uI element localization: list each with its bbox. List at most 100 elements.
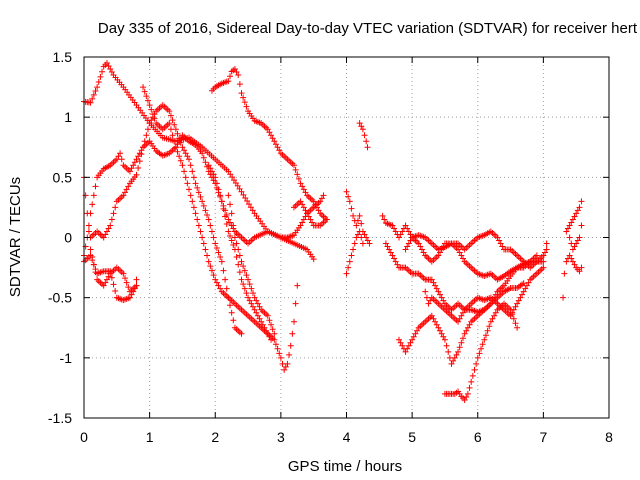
data-point bbox=[136, 158, 143, 165]
data-point bbox=[194, 184, 201, 191]
data-point bbox=[542, 249, 549, 256]
data-point bbox=[397, 339, 404, 346]
data-point bbox=[108, 216, 115, 223]
data-point bbox=[135, 153, 142, 160]
data-point bbox=[432, 318, 439, 325]
data-point bbox=[437, 291, 444, 298]
data-point bbox=[389, 252, 396, 259]
data-point bbox=[294, 171, 301, 178]
data-point bbox=[443, 342, 450, 349]
data-point bbox=[272, 341, 279, 348]
data-point bbox=[231, 234, 238, 241]
data-point bbox=[560, 294, 567, 301]
data-point bbox=[133, 282, 140, 289]
data-point bbox=[238, 90, 245, 97]
data-point bbox=[253, 297, 260, 304]
data-point bbox=[233, 69, 240, 76]
data-point bbox=[148, 117, 155, 124]
data-point bbox=[396, 336, 402, 343]
data-point bbox=[394, 261, 401, 268]
data-point bbox=[381, 216, 388, 223]
data-point bbox=[222, 213, 229, 220]
data-point bbox=[107, 268, 114, 275]
data-point bbox=[120, 270, 127, 277]
data-point bbox=[225, 216, 232, 223]
x-tick-label: 2 bbox=[211, 429, 219, 445]
data-point bbox=[253, 309, 260, 316]
data-point bbox=[354, 231, 361, 238]
data-point bbox=[497, 240, 504, 247]
data-point bbox=[207, 165, 214, 172]
data-point bbox=[228, 309, 235, 316]
axis-ticks bbox=[83, 56, 610, 419]
data-point bbox=[353, 222, 360, 229]
data-point bbox=[458, 312, 465, 319]
data-point bbox=[409, 336, 416, 343]
data-point bbox=[103, 276, 110, 283]
data-point bbox=[254, 300, 261, 307]
x-tick-label: 3 bbox=[277, 429, 285, 445]
data-point bbox=[271, 330, 278, 337]
data-point bbox=[417, 243, 424, 250]
data-point bbox=[386, 246, 393, 253]
data-point bbox=[543, 246, 550, 253]
data-point bbox=[564, 225, 571, 232]
data-point bbox=[218, 198, 225, 205]
data-point bbox=[266, 333, 273, 340]
data-point bbox=[519, 291, 526, 298]
data-point bbox=[514, 324, 521, 331]
data-point bbox=[184, 153, 191, 160]
data-point bbox=[571, 213, 578, 220]
data-point bbox=[289, 330, 296, 337]
data-point bbox=[573, 240, 580, 247]
data-point bbox=[456, 249, 463, 256]
data-point bbox=[573, 210, 580, 217]
data-point bbox=[126, 168, 133, 175]
data-point bbox=[433, 321, 440, 328]
data-point bbox=[179, 162, 186, 169]
data-point bbox=[428, 276, 435, 283]
data-point bbox=[384, 243, 391, 250]
data-point bbox=[94, 84, 101, 91]
data-point bbox=[300, 216, 307, 223]
data-point bbox=[389, 222, 396, 229]
data-point bbox=[233, 240, 240, 247]
data-point bbox=[295, 175, 302, 182]
data-point bbox=[192, 210, 199, 217]
data-point bbox=[464, 324, 471, 331]
data-point bbox=[284, 360, 291, 367]
data-point bbox=[391, 225, 398, 232]
data-point bbox=[576, 204, 583, 211]
data-point bbox=[399, 228, 406, 235]
data-point bbox=[430, 315, 437, 322]
data-point bbox=[245, 294, 252, 301]
data-point bbox=[569, 258, 576, 265]
data-point bbox=[228, 210, 235, 217]
data-point bbox=[218, 258, 225, 265]
data-point bbox=[509, 309, 516, 316]
data-point bbox=[387, 249, 394, 256]
data-point bbox=[397, 231, 404, 238]
data-point bbox=[130, 162, 137, 169]
data-point bbox=[320, 192, 327, 199]
x-axis-label: GPS time / hours bbox=[288, 458, 402, 475]
data-point bbox=[110, 210, 117, 217]
data-point bbox=[130, 288, 137, 295]
data-point bbox=[346, 198, 353, 205]
data-point bbox=[479, 341, 486, 348]
data-point bbox=[117, 150, 124, 157]
data-point bbox=[515, 297, 522, 304]
data-point bbox=[92, 183, 99, 190]
data-point bbox=[566, 222, 573, 229]
data-point bbox=[228, 237, 235, 244]
data-point bbox=[100, 282, 107, 289]
data-point bbox=[466, 321, 473, 328]
data-point bbox=[440, 333, 447, 340]
data-point bbox=[112, 204, 119, 211]
data-point bbox=[146, 120, 153, 127]
data-point bbox=[128, 165, 135, 172]
x-tick-label: 5 bbox=[408, 429, 416, 445]
data-point bbox=[189, 168, 196, 175]
data-point bbox=[292, 166, 299, 173]
data-point bbox=[354, 217, 361, 224]
